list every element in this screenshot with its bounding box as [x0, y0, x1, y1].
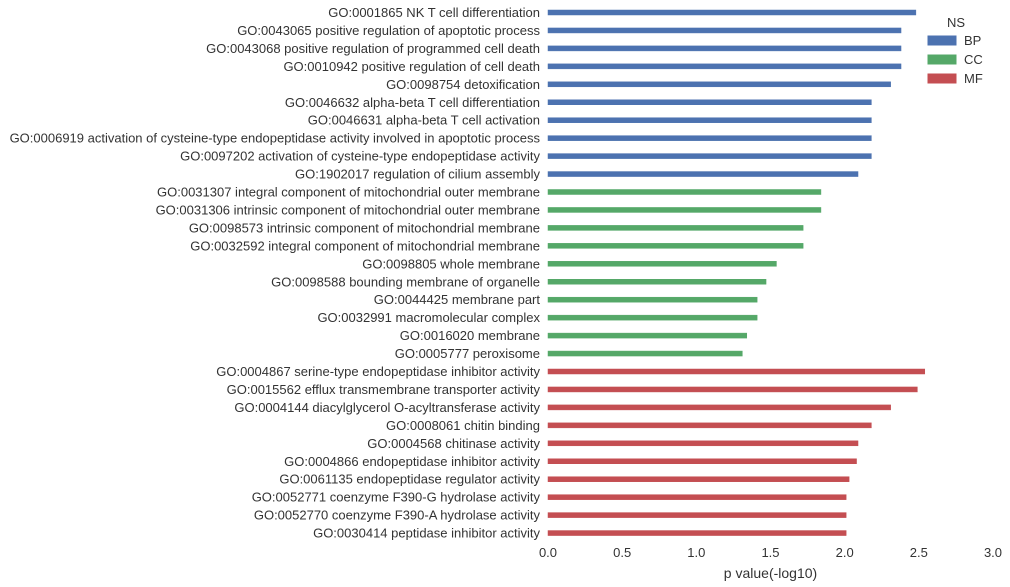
category-label: GO:0016020 membrane: [400, 328, 540, 343]
category-label: GO:0032592 integral component of mitocho…: [190, 238, 540, 253]
bar-bp: [547, 117, 872, 123]
legend-label-mf: MF: [964, 71, 983, 86]
bar-bp: [547, 81, 891, 88]
bar-bp: [547, 99, 872, 105]
category-label: GO:1902017 regulation of cilium assembly: [295, 167, 540, 182]
x-tick-label: 3.0: [984, 545, 1002, 560]
bar-cc: [547, 207, 822, 213]
bar-mf: [547, 530, 847, 536]
bar-cc: [547, 189, 822, 195]
bar-mf: [547, 404, 891, 411]
bar-bp: [547, 27, 902, 34]
category-label: GO:0015562 efflux transmembrane transpor…: [227, 382, 541, 397]
category-label: GO:0008061 chitin binding: [386, 418, 540, 433]
bar-bp: [547, 171, 859, 177]
x-tick-label: 1.5: [761, 545, 779, 560]
bar-cc: [547, 261, 777, 267]
x-tick-label: 1.0: [687, 545, 705, 560]
bar-bp: [547, 63, 902, 70]
category-label: GO:0004866 endopeptidase inhibitor activ…: [284, 454, 540, 469]
x-tick-label: 2.5: [910, 545, 928, 560]
category-label: GO:0097202 activation of cysteine-type e…: [180, 149, 540, 164]
category-label: GO:0031307 integral component of mitocho…: [157, 185, 540, 200]
bar-mf: [547, 476, 850, 482]
bar-bp: [547, 135, 872, 141]
bar-cc: [547, 314, 758, 321]
legend-label-cc: CC: [964, 52, 983, 67]
category-label: GO:0043065 positive regulation of apopto…: [237, 23, 540, 38]
bar-cc: [547, 243, 804, 249]
bar-mf: [547, 368, 926, 375]
x-tick-label: 0.5: [613, 545, 631, 560]
bar-cc: [547, 350, 743, 357]
category-label: GO:0031306 intrinsic component of mitoch…: [156, 202, 540, 217]
bar-mf: [547, 458, 857, 464]
bar-mf: [547, 386, 918, 393]
category-label: GO:0098805 whole membrane: [362, 256, 540, 271]
x-tick-label: 2.0: [836, 545, 854, 560]
category-label: GO:0010942 positive regulation of cell d…: [283, 59, 540, 74]
category-label: GO:0005777 peroxisome: [395, 346, 540, 361]
category-label: GO:0004144 diacylglycerol O-acyltransfer…: [234, 400, 540, 415]
category-label: GO:0030414 peptidase inhibitor activity: [313, 526, 540, 541]
category-label: GO:0052771 coenzyme F390-G hydrolase act…: [252, 490, 541, 505]
x-axis-title: p value(-log10): [724, 565, 817, 581]
category-label: GO:0098573 intrinsic component of mitoch…: [189, 220, 540, 235]
category-label: GO:0004568 chitinase activity: [367, 436, 540, 451]
bar-mf: [547, 440, 859, 447]
category-label: GO:0046632 alpha-beta T cell differentia…: [285, 95, 540, 110]
bar-mf: [547, 494, 847, 500]
bar-cc: [547, 279, 767, 285]
bar-bp: [547, 9, 917, 16]
legend: NS BP CC MF: [927, 15, 983, 86]
category-label: GO:0006919 activation of cysteine-type e…: [10, 131, 541, 146]
legend-title: NS: [947, 15, 965, 30]
legend-label-bp: BP: [964, 33, 981, 48]
category-label: GO:0001865 NK T cell differentiation: [328, 5, 540, 20]
bar-cc: [547, 296, 758, 303]
bar-cc: [547, 225, 804, 231]
x-tick-label: 0.0: [539, 545, 557, 560]
category-label: GO:0052770 coenzyme F390-A hydrolase act…: [254, 508, 541, 523]
legend-swatch-cc: [927, 54, 957, 65]
bar-bp: [547, 45, 902, 52]
category-label: GO:0032991 macromolecular complex: [317, 310, 540, 325]
legend-swatch-mf: [927, 73, 957, 84]
bar-mf: [547, 512, 847, 518]
bar-mf: [547, 422, 872, 429]
bar-cc: [547, 332, 748, 339]
category-label: GO:0098754 detoxification: [386, 77, 540, 92]
category-label: GO:0098588 bounding membrane of organell…: [271, 274, 540, 289]
bars-group: [547, 9, 926, 536]
category-label: GO:0061135 endopeptidase regulator activ…: [279, 472, 540, 487]
legend-swatch-bp: [927, 35, 957, 46]
bar-bp: [547, 153, 872, 159]
category-label: GO:0046631 alpha-beta T cell activation: [308, 113, 540, 128]
category-label: GO:0044425 membrane part: [374, 292, 541, 307]
category-labels: GO:0001865 NK T cell differentiation GO:0…: [10, 5, 541, 541]
category-label: GO:0004867 serine-type endopeptidase inh…: [216, 364, 540, 379]
category-label: GO:0043068 positive regulation of progra…: [206, 41, 540, 56]
x-axis-ticks: 0.0 0.5 1.0 1.5 2.0 2.5 3.0: [539, 545, 1002, 560]
